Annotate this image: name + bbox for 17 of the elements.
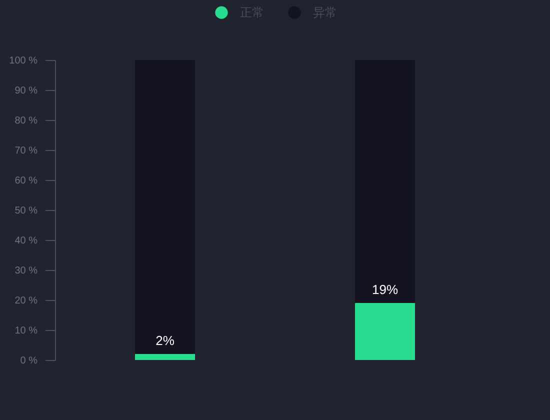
y-tick-label: 90 % (14, 86, 38, 96)
y-tick-label: 20 % (14, 296, 38, 306)
y-tick-label: 40 % (14, 236, 38, 246)
bar (135, 60, 195, 354)
y-tick-label: 50 % (14, 206, 38, 216)
y-tick-label: 80 % (14, 116, 38, 126)
y-tick-label: 100 % (9, 56, 38, 66)
y-tick-label: 0 % (20, 356, 38, 366)
bar (355, 60, 415, 303)
bar (135, 354, 195, 360)
y-tick-label: 30 % (14, 266, 38, 276)
y-tick-label: 10 % (14, 326, 38, 336)
y-tick-label: 70 % (14, 146, 38, 156)
data-label: 2% (156, 333, 175, 348)
y-tick-label: 60 % (14, 176, 38, 186)
data-label: 19% (372, 282, 398, 297)
bar (355, 303, 415, 360)
